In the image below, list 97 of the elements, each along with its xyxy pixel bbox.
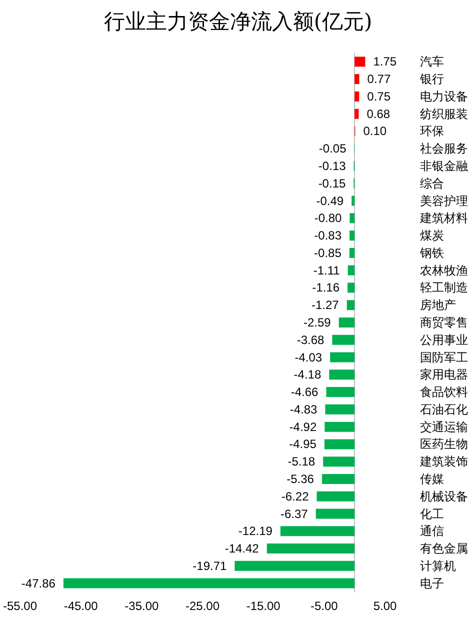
y-tick-label: 石油石化 [420, 402, 468, 416]
data-label: 1.75 [373, 54, 397, 69]
bar [349, 248, 355, 258]
bar [348, 282, 355, 293]
data-label: -4.95 [289, 437, 317, 452]
y-tick-label: 钢铁 [419, 246, 444, 260]
y-tick-label: 房地产 [420, 298, 456, 312]
bar [354, 56, 366, 67]
x-tick-label: -5.00 [310, 599, 338, 613]
y-tick-label: 家用电器 [420, 368, 468, 382]
data-label: -0.05 [318, 142, 347, 156]
data-label: -4.18 [294, 368, 322, 382]
bar [329, 370, 355, 380]
y-tick-label: 传媒 [420, 472, 444, 486]
bar [325, 404, 355, 414]
data-label: -0.83 [314, 228, 342, 243]
data-label: -47.86 [21, 576, 56, 590]
data-label: -0.49 [316, 194, 344, 208]
bar [322, 474, 355, 484]
data-label: -12.19 [238, 524, 273, 538]
y-tick-label: 公用事业 [420, 332, 468, 347]
bar [330, 352, 355, 362]
data-label: 0.77 [367, 72, 391, 86]
y-tick-label: 计算机 [420, 558, 456, 573]
bar [234, 560, 355, 571]
bar [332, 334, 355, 345]
y-tick-label: 机械设备 [420, 489, 468, 504]
data-label: -0.85 [314, 246, 342, 260]
y-tick-label: 煤炭 [420, 228, 444, 243]
data-label: -1.27 [312, 298, 340, 312]
y-tick-label: 交通运输 [420, 420, 468, 434]
data-label: -6.22 [281, 489, 310, 504]
bar [354, 74, 360, 84]
y-tick-label: 化工 [420, 506, 444, 521]
y-tick-label: 汽车 [420, 54, 444, 69]
bar [354, 91, 360, 102]
data-label: -5.36 [286, 472, 314, 486]
data-label: -14.42 [224, 542, 260, 556]
data-label: -2.59 [303, 316, 332, 330]
data-label: -0.80 [314, 211, 342, 226]
y-tick-label: 建筑材料 [419, 211, 468, 226]
x-tick-label: 5.00 [373, 599, 397, 613]
bar [63, 578, 355, 588]
y-tick-label: 社会服务 [420, 142, 468, 156]
bar [266, 544, 355, 554]
data-label: 0.75 [367, 89, 391, 104]
chart-title: 行业主力资金净流入额(亿元) [104, 10, 372, 34]
bar [352, 196, 355, 206]
data-label: -4.66 [290, 385, 319, 400]
y-tick-label: 综合 [420, 176, 444, 190]
data-label: -4.03 [294, 350, 322, 364]
y-tick-label: 银行 [419, 72, 444, 86]
x-tick-label: -35.00 [124, 599, 160, 613]
bar [316, 491, 355, 502]
bar [323, 456, 355, 467]
y-tick-label: 建筑装饰 [419, 454, 468, 469]
bar [346, 300, 355, 310]
bar [354, 108, 359, 119]
y-tick-label: 纺织服装 [420, 106, 468, 121]
y-tick-label: 非银金融 [420, 159, 468, 174]
y-tick-label: 有色金属 [420, 542, 468, 556]
y-tick-label: 通信 [420, 524, 444, 538]
y-tick-label: 医药生物 [420, 437, 468, 452]
bar [350, 230, 355, 241]
bar [324, 422, 355, 432]
y-tick-label: 农林牧渔 [420, 263, 468, 278]
data-label: -1.16 [312, 280, 340, 295]
bar [338, 318, 355, 328]
bar [316, 508, 355, 519]
data-label: -6.37 [280, 506, 308, 521]
y-tick-label: 商贸零售 [420, 316, 468, 330]
y-tick-label: 电子 [420, 576, 444, 590]
data-label: -5.18 [288, 454, 316, 469]
data-label: -0.15 [318, 176, 346, 190]
data-label: -3.68 [296, 332, 325, 347]
data-label: 0.68 [366, 106, 390, 121]
x-tick-label: -25.00 [185, 599, 220, 613]
bar [280, 526, 355, 536]
bar [324, 439, 355, 450]
x-tick-label: -15.00 [246, 599, 281, 613]
bar [326, 387, 355, 398]
y-tick-label: 国防军工 [420, 350, 468, 364]
data-label: 0.10 [363, 124, 387, 138]
x-tick-label: -45.00 [64, 599, 98, 613]
x-tick-label: -55.00 [2, 599, 38, 613]
data-label: -4.83 [290, 402, 318, 416]
data-label: -19.71 [192, 558, 228, 573]
bar [350, 213, 355, 224]
data-label: -1.11 [313, 263, 340, 278]
y-tick-label: 食品饮料 [420, 385, 468, 400]
y-tick-label: 电力设备 [420, 89, 468, 104]
y-tick-label: 环保 [420, 124, 444, 138]
data-label: -0.13 [318, 159, 346, 174]
y-tick-label: 轻工制造 [420, 280, 468, 295]
bar [348, 265, 355, 276]
data-label: -4.92 [289, 420, 317, 434]
y-tick-label: 美容护理 [420, 194, 468, 208]
